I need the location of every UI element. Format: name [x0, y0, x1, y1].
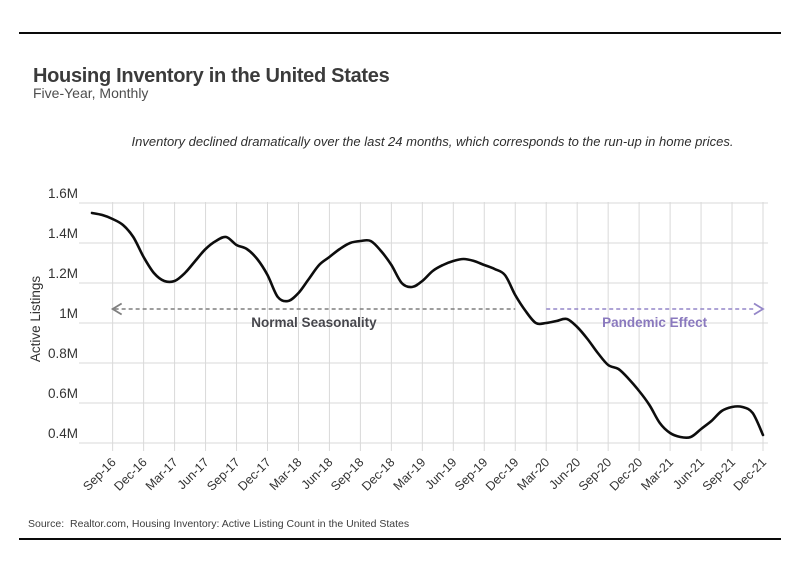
x-tick-label: Dec-20 [607, 455, 645, 493]
x-tick-label: Dec-19 [483, 455, 521, 493]
pandemic-effect-label: Pandemic Effect [602, 315, 708, 330]
page-title: Housing Inventory in the United States [33, 65, 390, 88]
x-tick-label: Sep-17 [204, 455, 242, 493]
y-tick-label: 1M [59, 306, 78, 321]
x-tick-label: Mar-20 [514, 455, 552, 493]
x-tick-label: Mar-19 [391, 455, 429, 493]
pandemic-effect-annotation: Pandemic Effect [546, 302, 765, 330]
x-tick-label: Dec-16 [111, 455, 149, 493]
inventory-line-chart: 1.6M1.4M1.2M1M0.8M0.6M0.4MSep-16Dec-16Ma… [28, 186, 769, 494]
left-arrowhead-icon [110, 302, 123, 316]
right-arrowhead-icon [753, 302, 765, 316]
x-tick-label: Dec-17 [235, 455, 273, 493]
page-subtitle: Five-Year, Monthly [33, 85, 149, 101]
x-tick-label: Sep-16 [80, 455, 118, 493]
x-tick-label: Sep-19 [452, 455, 490, 493]
chart-annotation-note: Inventory declined dramatically over the… [131, 134, 734, 149]
x-tick-label: Mar-21 [638, 455, 676, 493]
y-tick-label: 0.8M [48, 346, 78, 361]
x-tick-label: Sep-20 [576, 455, 614, 493]
y-axis-title: Active Listings [28, 276, 43, 363]
x-tick-label: Mar-17 [143, 455, 181, 493]
y-tick-label: 1.2M [48, 266, 78, 281]
normal-seasonality-annotation: Normal Seasonality [110, 302, 516, 330]
x-tick-label: Sep-18 [328, 455, 366, 493]
source-note: Source: Realtor.com, Housing Inventory: … [28, 518, 410, 530]
active-listings-series-line [90, 211, 765, 440]
y-tick-label: 1.6M [48, 186, 78, 201]
y-tick-label: 1.4M [48, 226, 78, 241]
normal-seasonality-label: Normal Seasonality [251, 315, 377, 330]
x-tick-label: Mar-18 [267, 455, 305, 493]
y-tick-label: 0.4M [48, 426, 78, 441]
y-tick-label: 0.6M [48, 386, 78, 401]
x-tick-label: Sep-21 [700, 455, 738, 493]
x-tick-label: Dec-18 [359, 455, 397, 493]
bottom-rule [19, 538, 781, 540]
top-rule [19, 32, 781, 34]
x-tick-label: Dec-21 [731, 455, 769, 493]
